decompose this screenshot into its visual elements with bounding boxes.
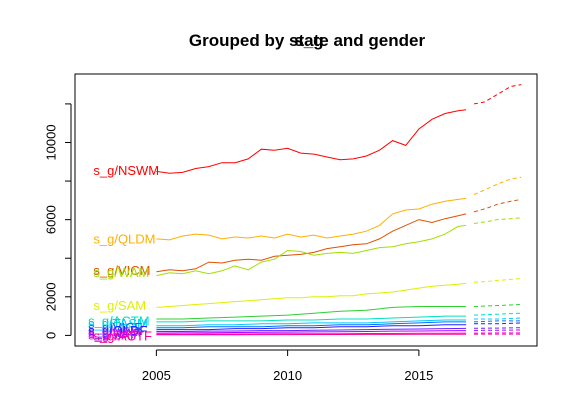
series-line <box>156 109 467 174</box>
series-label: s_g/VICF <box>88 320 142 335</box>
series-line <box>156 333 467 336</box>
series-labels: s_g/NSWMs_g/QLDMs_g/VICMs_g/WAMs_g/SAMs_… <box>88 163 159 344</box>
title-left: Grouped by <box>189 31 289 50</box>
series-label: s_g/QLDM <box>93 231 155 246</box>
series-label: s_g/SAM <box>93 298 146 313</box>
series-forecast-line <box>473 312 522 316</box>
y-tick-label: 2000 <box>43 282 58 311</box>
series-line <box>156 327 467 332</box>
series-forecast-line <box>473 327 522 329</box>
x-tick-label: 2010 <box>273 368 302 383</box>
series-forecast-line <box>473 217 522 224</box>
series-forecast-line <box>474 317 522 320</box>
series-label: s_g/VICM <box>93 263 150 278</box>
series-label: s_g/ACTM <box>88 313 149 328</box>
series-line <box>156 330 467 334</box>
x-tick-label: 2015 <box>404 368 433 383</box>
series-forecast-line <box>473 84 522 105</box>
chart-title: Grouped by state and gender s_g <box>189 31 426 50</box>
series-label: s_g/WAM <box>93 265 149 280</box>
series-label: s_g/QLDF <box>88 323 147 338</box>
series-line <box>156 224 467 277</box>
y-tick-label: 0 <box>43 332 58 339</box>
y-tick-label: 6000 <box>43 205 58 234</box>
series-forecast-line <box>473 176 522 196</box>
series-line <box>156 332 467 335</box>
series-line <box>156 315 467 323</box>
series-label: s_g/NSWM <box>93 163 159 178</box>
y-tick-label: 10000 <box>43 124 58 160</box>
series-label: s_g/SAF <box>88 328 138 343</box>
x-tick-label: 2005 <box>142 368 171 383</box>
axes: 2005 2010 2015 0 2000 6000 10000 <box>43 103 433 383</box>
title-right: and gender <box>329 31 426 50</box>
series-line <box>156 319 467 327</box>
plot-area <box>74 73 538 347</box>
series-forecast-line <box>473 278 522 283</box>
series-line <box>156 324 467 331</box>
series-forecast-line <box>473 320 522 323</box>
series-label: s_g/NTM <box>88 325 141 340</box>
series-label: s_g/TASM <box>88 316 148 331</box>
svg-text:Grouped by state and gender: Grouped by state and gender <box>189 31 426 50</box>
series-line <box>156 197 467 241</box>
series-label: s_g/ACTF <box>93 329 152 344</box>
series-forecast-line <box>473 198 522 213</box>
series-forecast-line <box>473 304 522 307</box>
series-line <box>156 306 467 320</box>
series-line <box>156 213 467 273</box>
title-overlap-sg: s_g <box>294 31 323 50</box>
title-overlap-state: state <box>289 31 329 50</box>
series-line <box>156 282 467 308</box>
series-line <box>156 321 467 329</box>
series-lines <box>156 84 522 336</box>
series-forecast-line <box>474 322 522 325</box>
series-label: s_g/WAF <box>88 326 141 341</box>
